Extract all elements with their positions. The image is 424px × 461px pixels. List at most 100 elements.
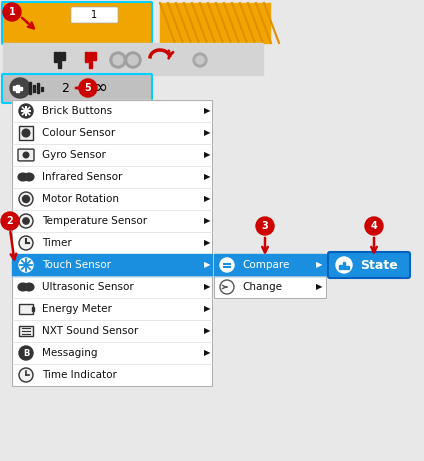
Bar [12,100,212,386]
Bar [19,304,33,314]
Ellipse shape [18,173,28,181]
Text: Brick Buttons: Brick Buttons [42,106,112,116]
Text: State: State [360,259,398,272]
Bar [339,265,342,268]
Circle shape [113,55,123,65]
Text: Change: Change [242,282,282,292]
Circle shape [22,195,30,202]
Circle shape [79,79,97,97]
Text: ▶: ▶ [204,349,210,357]
Ellipse shape [24,283,34,291]
FancyBboxPatch shape [328,252,410,278]
Circle shape [196,56,204,64]
Text: ▶: ▶ [204,283,210,291]
Text: Gyro Sensor: Gyro Sensor [42,150,106,160]
Text: Energy Meter: Energy Meter [42,304,112,314]
Text: Ultrasonic Sensor: Ultrasonic Sensor [42,282,134,292]
Text: 1: 1 [8,7,15,17]
Circle shape [22,129,30,137]
Bar [214,254,326,298]
Bar [41,87,43,91]
Text: ▶: ▶ [204,150,210,160]
Circle shape [256,217,274,235]
Circle shape [23,218,29,224]
Circle shape [19,192,33,206]
Text: ▶: ▶ [316,260,323,270]
Bar [160,3,270,43]
Bar [85,52,88,62]
Circle shape [193,53,207,67]
Circle shape [19,214,33,228]
Circle shape [10,78,30,98]
Circle shape [19,368,33,382]
Text: B: B [23,349,29,358]
Text: ▶: ▶ [204,106,210,116]
Text: ▶: ▶ [204,305,210,313]
Circle shape [19,104,33,118]
FancyBboxPatch shape [2,2,152,44]
Circle shape [365,217,383,235]
FancyBboxPatch shape [2,74,152,103]
Text: ▶: ▶ [204,238,210,248]
Bar [3,43,263,75]
Text: 4: 4 [371,221,377,231]
Circle shape [336,257,352,273]
Circle shape [220,258,234,272]
Bar [58,52,61,68]
Bar [214,254,326,276]
FancyBboxPatch shape [71,7,118,23]
Text: ▶: ▶ [204,260,210,270]
Bar [37,83,39,93]
Text: ▶: ▶ [204,326,210,336]
Bar [214,254,326,298]
Bar [12,100,212,386]
Circle shape [220,280,234,294]
Circle shape [1,212,19,230]
Text: ▶: ▶ [204,217,210,225]
Text: NXT Sound Sensor: NXT Sound Sensor [42,326,138,336]
Text: Touch Sensor: Touch Sensor [42,260,111,270]
Circle shape [19,346,33,360]
Text: ▶: ▶ [204,195,210,203]
Bar [33,85,35,92]
Bar [32,307,34,311]
Text: Time Indicator: Time Indicator [42,370,117,380]
Text: Colour Sensor: Colour Sensor [42,128,115,138]
Bar [29,82,31,94]
Bar [62,52,65,60]
Text: ▶: ▶ [316,283,323,291]
Circle shape [19,236,33,250]
Bar [346,266,349,268]
Circle shape [3,3,21,21]
Circle shape [125,52,141,68]
Circle shape [110,52,126,68]
Circle shape [128,55,138,65]
FancyBboxPatch shape [18,149,34,161]
Text: 2: 2 [61,82,69,95]
Bar [343,261,345,268]
Ellipse shape [18,283,28,291]
Text: Timer: Timer [42,238,72,248]
Bar [19,87,22,90]
Circle shape [23,152,29,158]
Text: ▶: ▶ [204,129,210,137]
Text: Compare: Compare [242,260,289,270]
Ellipse shape [24,173,34,181]
Bar [16,85,19,92]
Text: 5: 5 [85,83,92,93]
Text: Infrared Sensor: Infrared Sensor [42,172,123,182]
Text: Temperature Sensor: Temperature Sensor [42,216,147,226]
Bar [89,52,92,68]
Text: 3: 3 [262,221,268,231]
Text: Motor Rotation: Motor Rotation [42,194,119,204]
Text: ∞: ∞ [92,79,108,97]
Bar [93,52,96,60]
Text: ▶: ▶ [204,172,210,182]
Bar [19,126,33,140]
Bar [54,52,57,62]
Bar [19,326,33,336]
Text: 1: 1 [91,10,97,20]
Bar [12,254,212,276]
Circle shape [19,258,33,272]
Text: Messaging: Messaging [42,348,98,358]
